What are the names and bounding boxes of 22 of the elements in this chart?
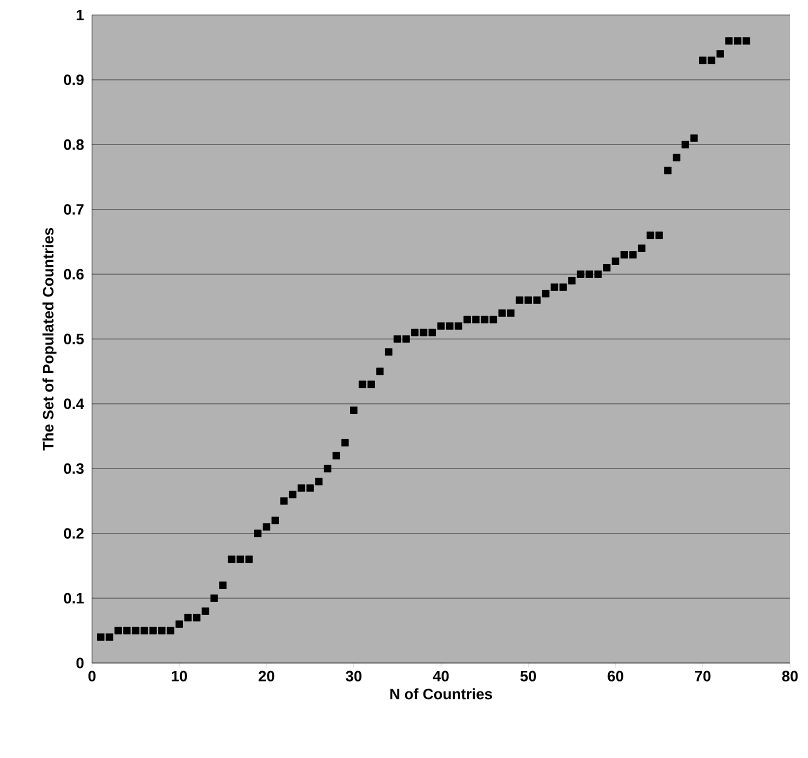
y-tick-label: 0.3 bbox=[64, 463, 84, 474]
x-tick-label: 70 bbox=[695, 670, 710, 682]
x-tick-label: 10 bbox=[172, 670, 187, 682]
x-tick-label: 60 bbox=[608, 670, 624, 682]
x-tick-label: 30 bbox=[346, 670, 362, 682]
y-tick-label: 0.9 bbox=[64, 74, 84, 86]
x-axis-title: N of Countries bbox=[390, 688, 492, 700]
y-axis-title: The Set of Populated Countries bbox=[42, 228, 56, 450]
y-tick-label: 0.2 bbox=[64, 528, 84, 539]
x-tick-label: 80 bbox=[782, 670, 798, 682]
x-tick-label: 50 bbox=[520, 670, 536, 682]
y-tick-label: 1 bbox=[76, 10, 84, 20]
x-tick-label: 20 bbox=[258, 670, 274, 682]
y-tick-label: 0.7 bbox=[64, 204, 84, 215]
x-tick-label: 0 bbox=[88, 670, 96, 682]
y-tick-label: 0.5 bbox=[64, 334, 84, 344]
y-tick-label: 0.8 bbox=[64, 139, 84, 150]
x-tick-label: 40 bbox=[432, 670, 449, 682]
y-tick-label: 0.6 bbox=[64, 268, 84, 280]
y-tick-label: 0.4 bbox=[64, 398, 84, 410]
y-tick-label: 0 bbox=[76, 658, 84, 668]
y-tick-label: 0.1 bbox=[64, 592, 84, 604]
